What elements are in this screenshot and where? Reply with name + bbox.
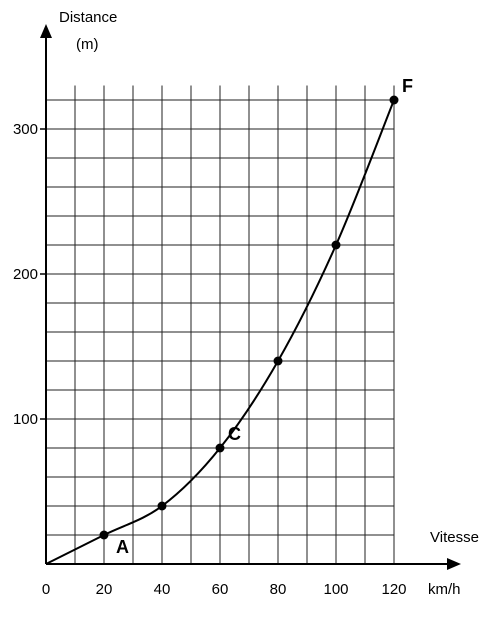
y-tick-label: 100 <box>13 411 38 428</box>
data-point <box>215 443 225 453</box>
x-axis-unit: km/h <box>428 581 461 598</box>
data-point <box>389 95 399 105</box>
y-tick-label: 300 <box>13 121 38 138</box>
point-label-c: C <box>228 424 241 444</box>
x-tick-label: 100 <box>323 581 348 598</box>
data-point <box>157 501 167 511</box>
curve-layer <box>45 99 395 565</box>
x-tick-label: 0 <box>42 581 50 598</box>
points-layer <box>99 95 399 540</box>
x-tick-label: 80 <box>270 581 287 598</box>
y-axis-title: Distance <box>59 9 117 26</box>
y-axis-arrow-icon <box>40 24 52 38</box>
data-point <box>99 530 109 540</box>
ticks-layer: 0 20 40 60 80 100 120 100 200 300 <box>13 121 407 598</box>
y-tick-label: 200 <box>13 266 38 283</box>
y-axis-unit: (m) <box>76 36 99 53</box>
x-tick-label: 60 <box>212 581 229 598</box>
data-point <box>273 356 283 366</box>
x-tick-label: 120 <box>381 581 406 598</box>
series-line <box>45 99 395 565</box>
x-axis-title: Vitesse <box>430 529 479 546</box>
grid <box>46 85 395 564</box>
point-label-a: A <box>116 537 129 557</box>
x-tick-label: 20 <box>96 581 113 598</box>
x-axis-arrow-icon <box>447 558 461 570</box>
axes <box>40 24 461 570</box>
point-label-f: F <box>402 76 413 96</box>
x-tick-label: 40 <box>154 581 171 598</box>
data-point <box>331 240 341 250</box>
point-labels-layer: A C F <box>116 76 413 557</box>
